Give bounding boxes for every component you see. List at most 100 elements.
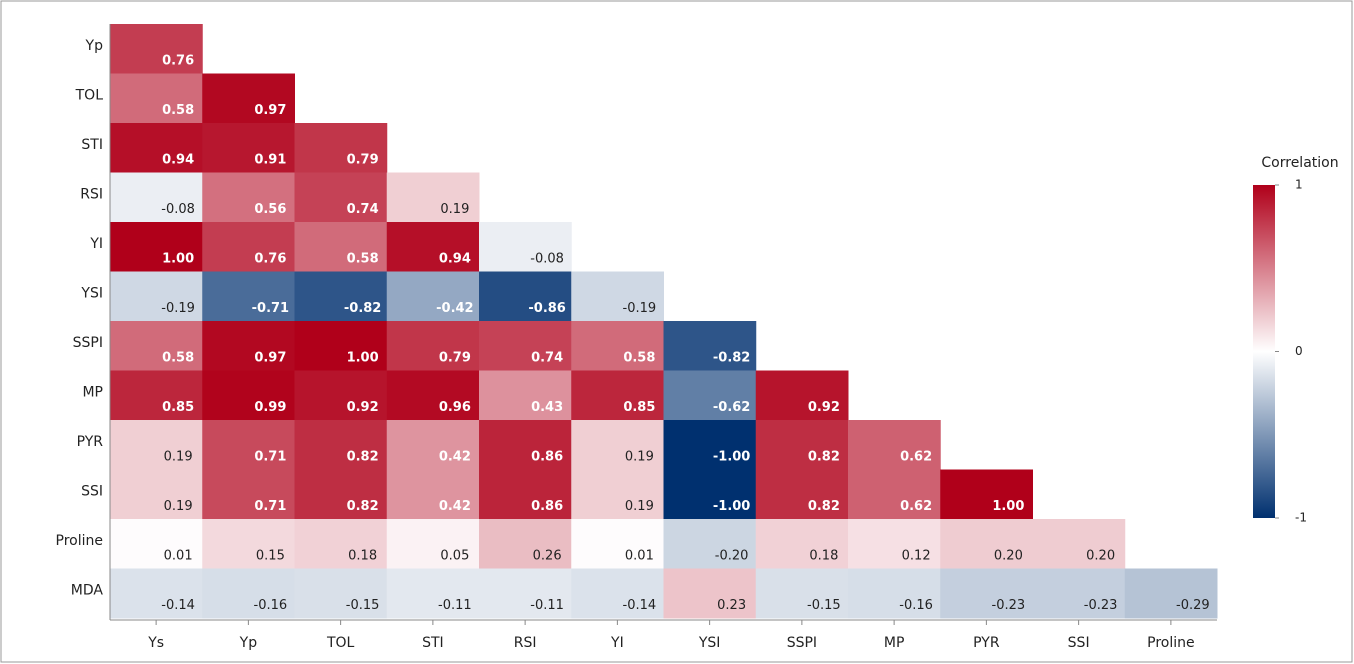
- heatmap-cell: [571, 519, 664, 569]
- x-tick-label: SSPI: [787, 635, 817, 651]
- heatmap-cell: [663, 420, 757, 470]
- cell-label: 0.99: [254, 400, 286, 415]
- y-tick-label: RSI: [80, 187, 103, 203]
- cell-label: -0.11: [438, 598, 472, 613]
- heatmap-cell: [755, 370, 849, 421]
- heatmap-cell: [1032, 568, 1126, 619]
- cell-label: 0.42: [439, 499, 471, 514]
- heatmap-cell: [294, 370, 388, 421]
- cell-label: 0.19: [164, 450, 193, 465]
- cell-label: -1.00: [713, 499, 750, 514]
- x-tick-label: RSI: [514, 635, 537, 651]
- y-tick-label: MDA: [71, 583, 104, 599]
- heatmap-cell: [110, 519, 203, 569]
- heatmap-cell: [755, 568, 849, 619]
- cell-label: -0.86: [528, 301, 565, 316]
- x-tick-label: MP: [884, 635, 905, 651]
- cell-label: 0.91: [254, 153, 286, 168]
- heatmap-cell: [294, 123, 388, 173]
- cell-label: 0.20: [1086, 549, 1115, 564]
- heatmap-cell: [110, 271, 203, 322]
- heatmap-cell: [940, 469, 1033, 520]
- heatmap-cell: [110, 172, 203, 223]
- heatmap-cell: [479, 321, 572, 371]
- heatmap-cell: [940, 519, 1033, 569]
- cell-label: 0.74: [531, 351, 563, 366]
- cell-label: 0.19: [440, 202, 469, 217]
- cell-label: 0.19: [164, 499, 193, 514]
- heatmap-cell: [571, 420, 664, 470]
- heatmap-cell: [294, 321, 388, 371]
- heatmap-cell: [663, 568, 757, 619]
- cell-label: 0.01: [164, 549, 193, 564]
- heatmap-cell: [110, 420, 203, 470]
- heatmap-cell: [202, 370, 295, 421]
- cell-label: -1.00: [713, 450, 750, 465]
- heatmap-cell: [294, 519, 388, 569]
- y-tick-label: MP: [82, 385, 103, 401]
- colorbar-title: Correlation: [1261, 155, 1338, 171]
- cell-label: -0.16: [254, 598, 288, 613]
- cell-label: 0.79: [439, 351, 471, 366]
- heatmap-cell: [110, 469, 203, 520]
- heatmap-cell: [202, 222, 295, 272]
- cell-label: -0.15: [346, 598, 380, 613]
- cell-label: -0.82: [344, 301, 381, 316]
- cell-label: 0.26: [533, 549, 562, 564]
- x-tick-label: Ys: [147, 635, 164, 651]
- y-tick-label: SSPI: [73, 335, 103, 351]
- heatmap-cell: [479, 370, 572, 421]
- cell-label: 0.97: [254, 103, 286, 118]
- cell-label: 0.97: [254, 351, 286, 366]
- y-tick-label: TOL: [75, 88, 104, 104]
- cell-label: 0.01: [625, 549, 654, 564]
- y-tick-label: PYR: [77, 434, 104, 450]
- heatmap-cell: [110, 568, 203, 619]
- heatmap-cell: [294, 469, 388, 520]
- cell-label: 0.76: [162, 54, 194, 69]
- y-tick-label: YSI: [80, 286, 103, 302]
- heatmap-cell: [755, 519, 849, 569]
- x-tick-label: YI: [610, 635, 624, 651]
- heatmap-cell: [386, 519, 480, 569]
- cell-label: 0.82: [808, 450, 840, 465]
- cell-label: 0.58: [162, 103, 194, 118]
- heatmap-cell: [110, 321, 203, 371]
- cell-label: 0.71: [254, 450, 286, 465]
- cell-label: 0.85: [162, 400, 194, 415]
- cell-label: -0.14: [623, 598, 657, 613]
- heatmap-cell: [663, 469, 757, 520]
- heatmap-cell: [479, 568, 572, 619]
- heatmap-cell: [479, 519, 572, 569]
- cell-label: 0.19: [625, 450, 654, 465]
- cell-label: -0.16: [899, 598, 933, 613]
- heatmap-cell: [294, 568, 388, 619]
- cell-label: 0.23: [717, 598, 746, 613]
- cell-label: 0.42: [439, 450, 471, 465]
- cell-label: -0.19: [161, 301, 195, 316]
- cell-label: -0.15: [807, 598, 841, 613]
- cell-label: 0.15: [256, 549, 285, 564]
- colorbar-tick-label: 0: [1295, 344, 1303, 358]
- cell-label: 0.58: [162, 351, 194, 366]
- cell-label: -0.82: [713, 351, 750, 366]
- heatmap-cell: [294, 420, 388, 470]
- heatmap-cell: [571, 370, 664, 421]
- x-tick-label: Yp: [239, 635, 258, 651]
- cell-label: 1.00: [162, 252, 194, 267]
- cell-label: -0.19: [623, 301, 657, 316]
- colorbar: [1253, 185, 1275, 518]
- heatmap-cell: [110, 73, 203, 124]
- cell-label: 0.92: [808, 400, 840, 415]
- cell-label: -0.71: [252, 301, 289, 316]
- heatmap-cell: [202, 568, 295, 619]
- heatmap-cell: [940, 568, 1033, 619]
- x-tick-label: Proline: [1147, 635, 1194, 651]
- heatmap-cell: [202, 469, 295, 520]
- heatmap-cell: [848, 420, 941, 470]
- cell-label: -0.20: [715, 549, 749, 564]
- heatmap-cell: [848, 568, 941, 619]
- cell-label: 0.85: [623, 400, 655, 415]
- heatmap-cell: [386, 222, 480, 272]
- cell-label: -0.62: [713, 400, 750, 415]
